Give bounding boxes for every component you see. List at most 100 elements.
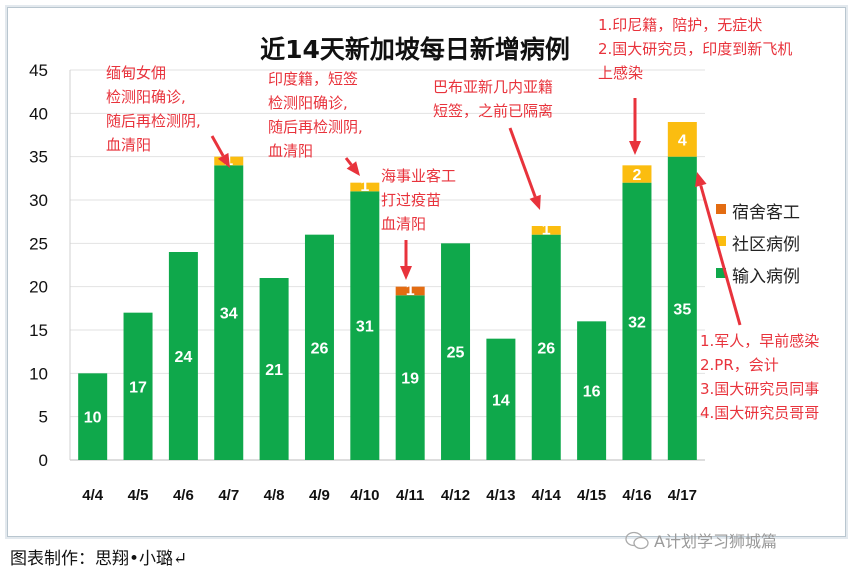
bar-segment	[531, 226, 561, 235]
x-tick-label: 4/4	[82, 487, 104, 504]
x-tick-label: 4/7	[218, 487, 239, 504]
annotation-text: 血清阳	[268, 142, 313, 160]
data-label: 1	[542, 221, 551, 238]
x-tick-label: 4/5	[128, 487, 149, 504]
data-label: 26	[537, 340, 555, 357]
annotation-text: 打过疫苗	[381, 191, 441, 209]
data-label: 17	[129, 379, 147, 396]
bar-segment	[395, 295, 425, 460]
arrow-head	[529, 194, 541, 210]
bar-segment	[123, 312, 153, 460]
y-tick-label: 35	[29, 148, 48, 167]
x-tick-label: 4/9	[309, 487, 330, 504]
bar-segment	[350, 182, 380, 192]
annotation-text: 1.印尼籍，陪护，无症状	[598, 16, 762, 34]
arrow-head	[629, 141, 641, 155]
bar-segment	[395, 286, 425, 296]
bar-segment	[531, 234, 561, 460]
annotation-text: 血清阳	[381, 215, 426, 233]
y-tick-label: 30	[29, 191, 48, 210]
annotation-text: 检测阳确诊,	[106, 88, 186, 106]
data-label: 4	[678, 132, 687, 149]
bar-segment	[486, 338, 516, 460]
annotation-text: 巴布亚新几内亚籍	[433, 78, 553, 96]
arrow-head	[400, 266, 412, 280]
bar-segment	[622, 182, 652, 460]
data-label: 24	[174, 349, 192, 366]
arrow-line	[508, 127, 537, 198]
data-label: 32	[628, 314, 646, 331]
legend-label: 宿舍客工	[732, 203, 800, 223]
bar-segment	[78, 373, 108, 460]
x-tick-label: 4/6	[173, 487, 194, 504]
annotation-text: 上感染	[598, 64, 643, 82]
x-tick-label: 4/16	[622, 487, 651, 504]
data-label: 25	[447, 345, 465, 362]
x-tick-label: 4/13	[486, 487, 515, 504]
data-label: 19	[401, 371, 419, 388]
data-label: 10	[84, 410, 102, 427]
annotation-text: 缅甸女佣	[106, 64, 166, 82]
y-tick-label: 45	[29, 61, 48, 80]
x-tick-label: 4/8	[264, 487, 285, 504]
y-tick-label: 0	[39, 451, 48, 470]
y-tick-label: 10	[29, 364, 48, 383]
legend-swatch	[716, 268, 726, 278]
arrow-line	[210, 135, 225, 157]
data-label: 31	[356, 319, 374, 336]
chart-frame	[7, 7, 846, 537]
annotation-text: 血清阳	[106, 136, 151, 154]
annotation-text: 随后再检测阴,	[268, 118, 363, 136]
y-tick-label: 25	[29, 234, 48, 253]
annotation-text: 4.国大研究员哥哥	[700, 404, 819, 422]
annotation-text: 随后再检测阴,	[106, 112, 201, 130]
x-tick-label: 4/11	[396, 487, 424, 504]
bar-segment	[259, 278, 289, 460]
data-label: 16	[583, 384, 601, 401]
data-label: 14	[492, 392, 510, 409]
arrow-head	[346, 161, 360, 176]
annotation-text: 1.军人，早前感染	[700, 332, 819, 350]
annotation-text: 印度籍，短签	[268, 70, 358, 88]
x-tick-label: 4/14	[532, 487, 562, 504]
x-tick-label: 4/12	[441, 487, 470, 504]
y-tick-label: 20	[29, 278, 48, 297]
bar-segment	[577, 321, 607, 460]
y-tick-label: 40	[29, 104, 48, 123]
legend-swatch	[716, 236, 726, 246]
chart-title: 近14天新加坡每日新增病例	[260, 35, 570, 64]
annotation-text: 3.国大研究员同事	[700, 380, 819, 398]
arrow-line	[344, 157, 353, 166]
legend-swatch	[716, 204, 726, 214]
arrow-line	[699, 185, 742, 326]
arrow-head	[217, 152, 230, 168]
x-tick-label: 4/17	[668, 487, 697, 504]
data-label: 21	[265, 362, 283, 379]
legend-label: 输入病例	[732, 267, 800, 287]
watermark: A计划学习狮城篇	[624, 528, 777, 552]
annotation-text: 短签，之前已隔离	[433, 102, 553, 120]
data-label: 2	[633, 167, 642, 184]
data-label: 1	[406, 282, 415, 299]
legend-label: 社区病例	[732, 235, 800, 255]
y-tick-label: 15	[29, 321, 48, 340]
bar-segment	[304, 234, 334, 460]
bar-segment	[667, 122, 697, 157]
bar-segment	[441, 243, 471, 460]
bar-segment	[214, 165, 244, 461]
annotation-text: 2.PR，会计	[700, 356, 779, 374]
bar-segment	[667, 156, 697, 460]
data-label: 34	[220, 306, 238, 323]
annotation-text: 2.国大研究员，印度到新飞机	[598, 40, 792, 58]
x-tick-label: 4/10	[350, 487, 379, 504]
annotation-text: 海事业客工	[381, 167, 456, 185]
data-label: 35	[673, 301, 691, 318]
annotation-text: 检测阳确诊,	[268, 94, 348, 112]
wechat-icon	[625, 531, 649, 550]
arrow-head	[695, 172, 707, 188]
stacked-bar-chart: 近14天新加坡每日新增病例 0 5 10 15 20 25 30 35 40 45 10 4/4 17 4/…	[29, 16, 819, 504]
watermark-text: A计划学习狮城篇	[654, 532, 777, 551]
data-label: 26	[311, 340, 329, 357]
bar-segment	[350, 191, 380, 461]
chart-credit: 图表制作：思翔•小璐↵	[10, 549, 188, 569]
